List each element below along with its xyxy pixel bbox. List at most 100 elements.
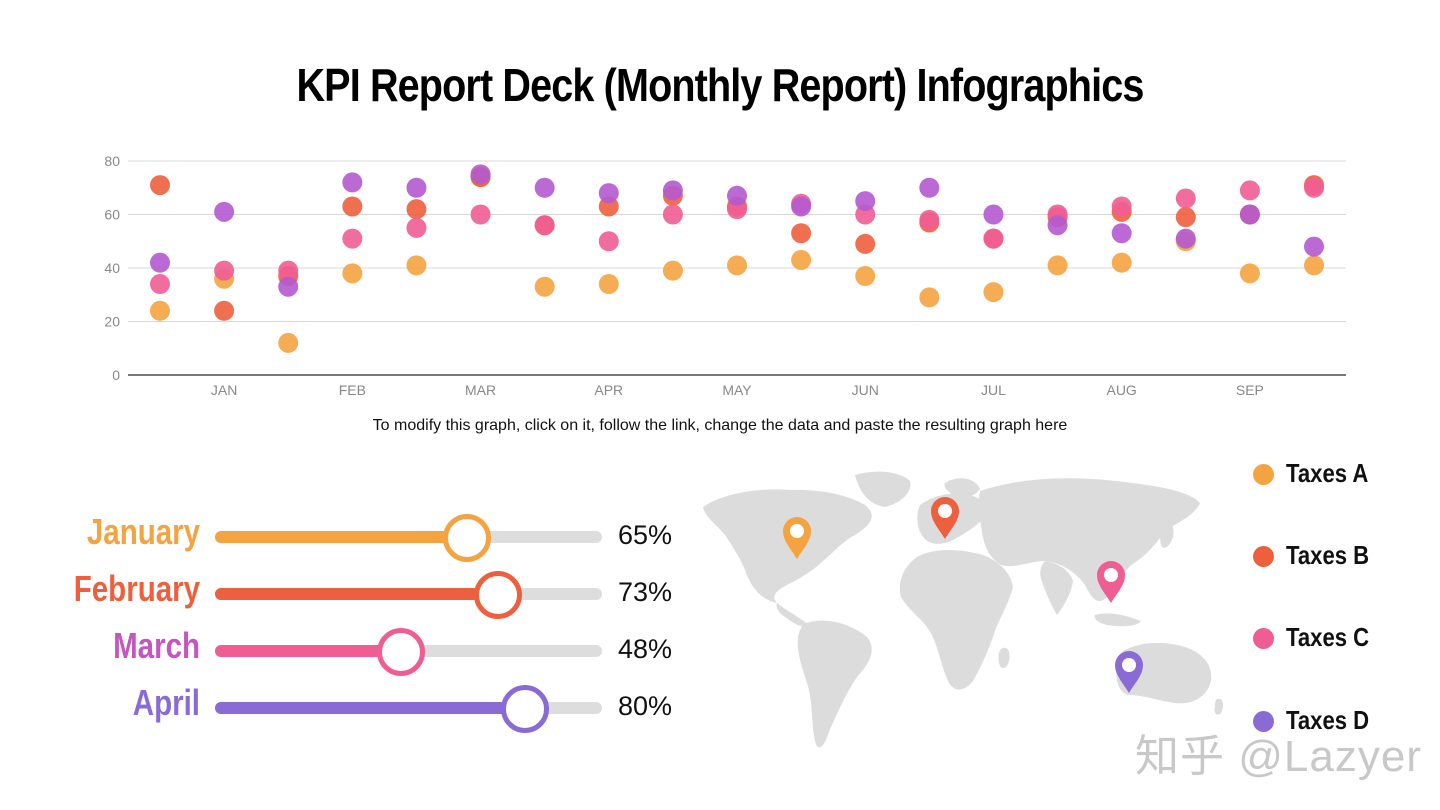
slider-percent: 73% (618, 577, 673, 607)
map-pin-center (1104, 568, 1118, 582)
data-point-taxes-c (214, 260, 235, 281)
legend-label: Taxes D (1286, 705, 1370, 735)
x-tick-label: JAN (211, 382, 237, 398)
data-point-taxes-d (214, 201, 235, 222)
data-point-taxes-c (278, 260, 299, 281)
y-tick-label: 80 (104, 153, 120, 169)
map-pin-southeast-asia[interactable] (1097, 561, 1125, 603)
slider-percent: 48% (618, 634, 673, 664)
legend-dot (1253, 628, 1274, 649)
data-point-taxes-d (791, 196, 812, 217)
data-point-taxes-a (1047, 255, 1068, 276)
slider-month-label: February (73, 568, 200, 609)
data-point-taxes-d (1304, 236, 1324, 257)
data-point-taxes-a (1304, 255, 1324, 276)
y-tick-label: 20 (104, 314, 120, 330)
map-pin-center (790, 524, 804, 538)
data-point-taxes-a (534, 276, 555, 297)
slider-track[interactable] (215, 571, 602, 619)
data-point-taxes-b (855, 233, 876, 254)
x-tick-label: JUN (852, 382, 879, 398)
slider-track[interactable] (215, 628, 602, 676)
data-point-taxes-c (342, 228, 363, 249)
slider-row-april: April 80% (0, 676, 700, 736)
data-point-taxes-a (1239, 263, 1260, 284)
slider-track[interactable] (215, 685, 602, 733)
slider-row-january: January 65% (0, 505, 700, 565)
slider-row-march: March 48% (0, 619, 700, 679)
data-point-taxes-c (150, 274, 170, 295)
legend-dot (1253, 464, 1274, 485)
slider-track[interactable] (215, 514, 602, 562)
world-map-landmass (703, 471, 1224, 748)
legend-item: Taxes D (1250, 705, 1420, 741)
x-tick-label: APR (594, 382, 623, 398)
data-point-taxes-a (150, 300, 170, 321)
data-point-taxes-b (406, 199, 427, 220)
slider-handle[interactable] (376, 628, 425, 676)
legend-dot (1253, 546, 1274, 567)
legend-item: Taxes C (1250, 622, 1420, 658)
data-point-taxes-d (406, 177, 427, 198)
data-point-taxes-d (1175, 228, 1196, 249)
data-point-taxes-d (150, 252, 170, 273)
data-point-taxes-d (1239, 204, 1260, 225)
watermark: 知乎 @Lazyer (1135, 732, 1422, 781)
legend-item: Taxes A (1250, 458, 1420, 494)
x-tick-label: MAR (465, 382, 496, 398)
data-point-taxes-d (1111, 223, 1132, 244)
data-point-taxes-b (150, 175, 170, 196)
data-point-taxes-c (983, 228, 1004, 249)
slider-month-label: April (132, 682, 200, 723)
map-pin-australia[interactable] (1115, 651, 1143, 693)
map-pins (783, 497, 1143, 693)
y-tick-label: 60 (104, 207, 120, 223)
data-point-taxes-c (1175, 188, 1196, 209)
data-point-taxes-a (1111, 252, 1132, 273)
data-point-taxes-a (983, 282, 1004, 303)
x-tick-label: AUG (1106, 382, 1136, 398)
legend-label: Taxes B (1286, 540, 1370, 570)
data-point-taxes-c (534, 215, 555, 236)
data-point-taxes-a (406, 255, 427, 276)
data-point-taxes-b (214, 300, 235, 321)
legend-item: Taxes B (1250, 540, 1420, 576)
data-point-taxes-d (1047, 215, 1068, 236)
slider-fill (215, 531, 467, 543)
slider-fill (215, 588, 498, 600)
slider-month-label: January (86, 511, 200, 552)
data-point-taxes-d (470, 164, 491, 185)
data-point-taxes-d (342, 172, 363, 193)
world-map (703, 471, 1224, 748)
data-point-taxes-d (278, 276, 299, 297)
data-point-taxes-c (1111, 196, 1132, 217)
data-point-taxes-c (406, 217, 427, 238)
data-point-taxes-c (1239, 180, 1260, 201)
scatter-chart[interactable]: 0 20 40 60 80 JAN FEB MAR APR MAY JUN JUL AUG SEP (0, 140, 1440, 410)
map-pin-center (938, 504, 952, 518)
map-pin-europe[interactable] (931, 497, 959, 539)
legend-label: Taxes A (1286, 458, 1369, 488)
data-point-taxes-b (342, 196, 363, 217)
data-point-taxes-b (791, 223, 812, 244)
map-pin-north-america[interactable] (783, 517, 811, 559)
data-point-taxes-a (791, 249, 812, 270)
data-point-taxes-a (727, 255, 747, 276)
data-point-taxes-d (727, 185, 747, 206)
y-tick-label: 40 (104, 260, 120, 276)
slider-month-label: March (113, 625, 200, 666)
data-point-taxes-a (855, 266, 876, 287)
legend-dot (1253, 711, 1274, 732)
slider-handle[interactable] (442, 514, 491, 562)
data-point-taxes-d (855, 191, 876, 212)
data-point-taxes-d (983, 204, 1004, 225)
data-point-taxes-a (278, 332, 299, 353)
slider-handle[interactable] (473, 571, 522, 619)
data-point-taxes-c (662, 204, 683, 225)
data-point-taxes-a (662, 260, 683, 281)
slider-handle[interactable] (500, 685, 549, 733)
data-point-taxes-a (919, 287, 940, 308)
slider-row-february: February 73% (0, 562, 700, 622)
x-tick-label: FEB (339, 382, 366, 398)
data-point-taxes-d (598, 183, 619, 204)
